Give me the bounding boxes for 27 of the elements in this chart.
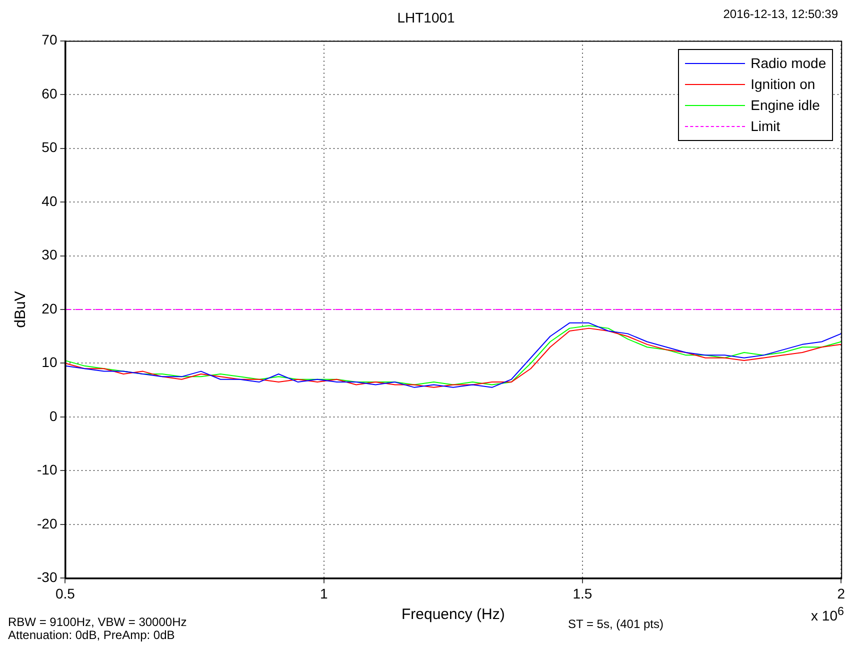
legend-label: Limit — [750, 118, 780, 134]
y-tick-label: -10 — [37, 462, 58, 478]
y-tick-label: 10 — [42, 354, 58, 370]
y-tick-label: 70 — [42, 32, 58, 48]
y-tick-label: 60 — [42, 85, 58, 102]
y-tick-label: 40 — [42, 192, 58, 209]
y-tick-label: 0 — [49, 408, 58, 424]
y-tick-label: -30 — [37, 569, 58, 586]
y-tick-label: 30 — [42, 246, 58, 263]
x-tick-label: 1 — [320, 585, 328, 602]
text: x 10$^{6}$ — [811, 604, 844, 624]
legend-label: Ignition on — [750, 76, 816, 92]
x-tick-label: 0.5 — [56, 585, 76, 602]
text: 2016-12-13, 12:50:39 — [723, 7, 838, 21]
text: RBW = 9100Hz, VBW = 30000Hz — [8, 615, 187, 630]
chart-title: LHT1001 — [397, 9, 456, 26]
y-tick-label: -20 — [37, 515, 58, 532]
text: Attenuation: 0dB, PreAmp: 0dB — [8, 628, 175, 642]
y-axis-title: dBuV — [12, 291, 30, 328]
x-tick-label: 2 — [837, 585, 846, 602]
legend-label: Engine idle — [750, 97, 820, 114]
x-tick-label: 1.5 — [572, 585, 592, 602]
x-axis-title: Frequency (Hz) — [401, 606, 505, 624]
y-tick-label: 50 — [42, 139, 58, 156]
legend-label: Radio mode — [750, 55, 826, 72]
y-tick-label: 20 — [42, 300, 58, 316]
text: ST = 5s, (401 pts) — [568, 617, 664, 632]
